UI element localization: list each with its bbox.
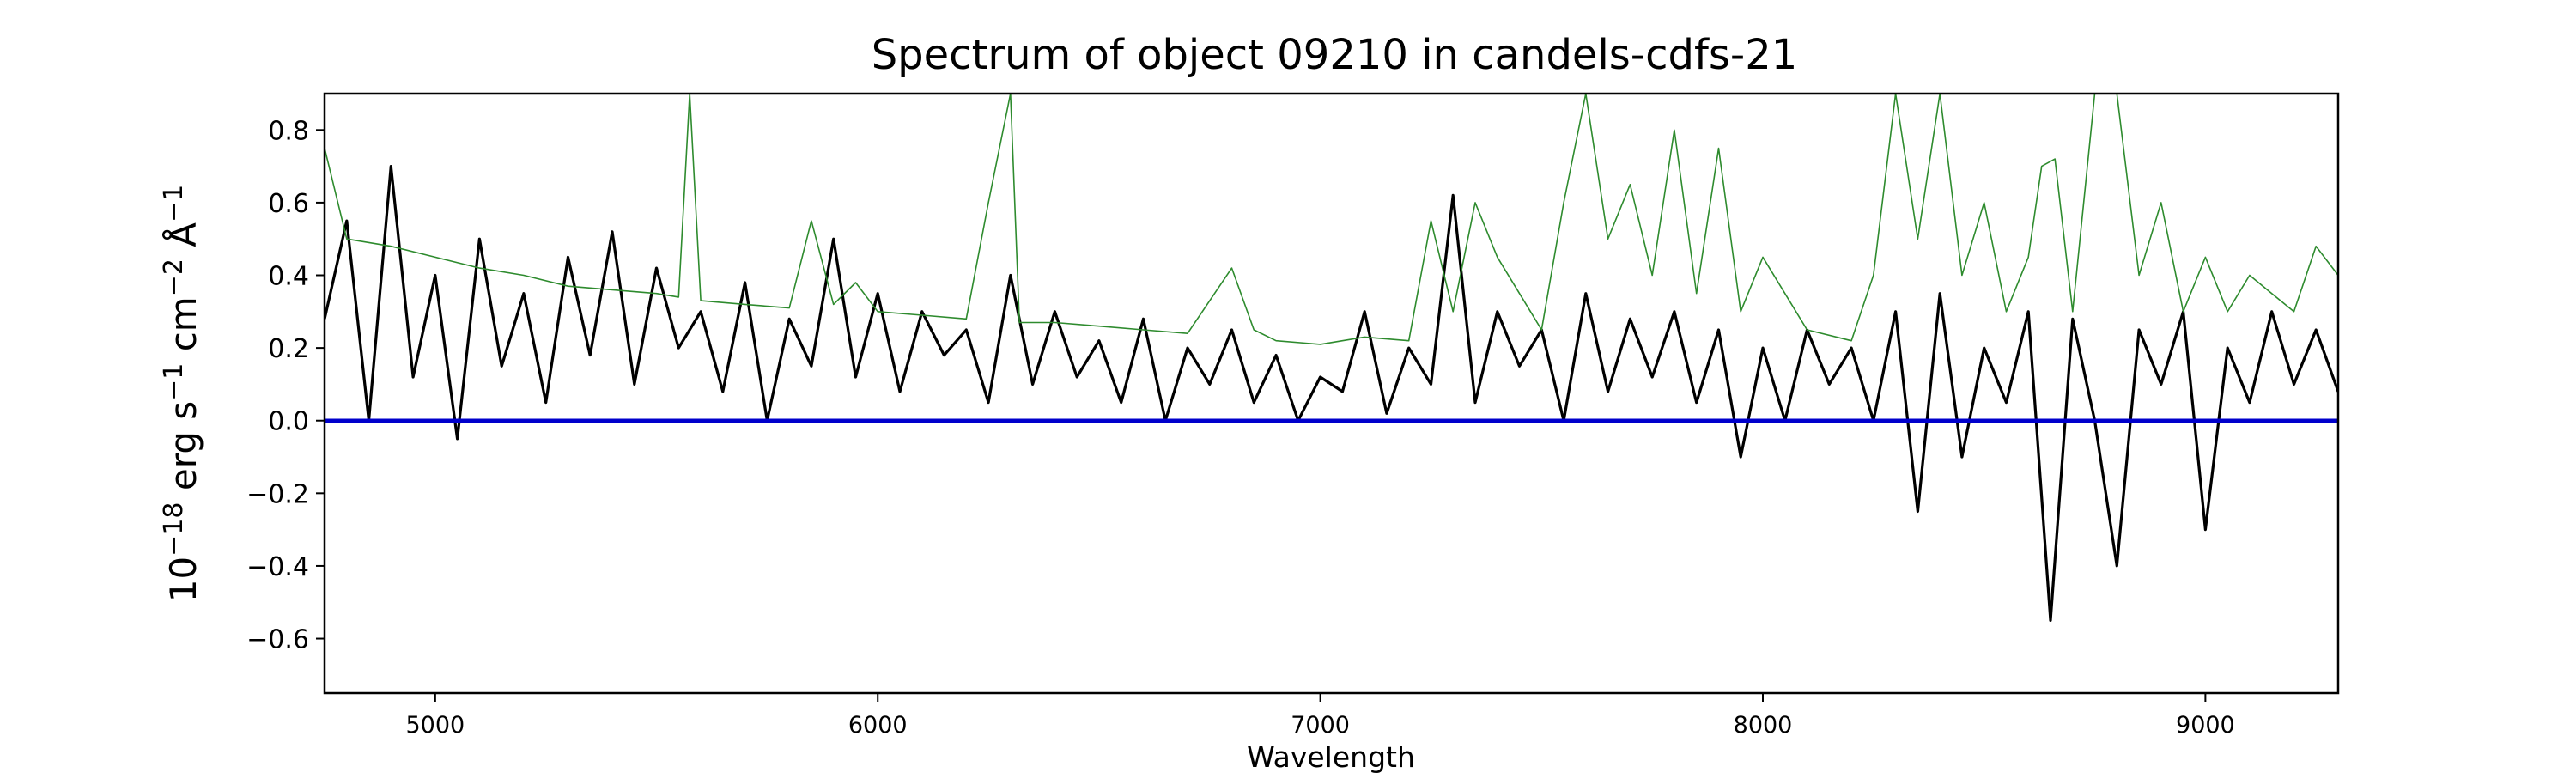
y-axis: −0.6 −0.4 −0.2 0.0 0.2 0.4 0.6 0.8: [246, 116, 325, 655]
y-tick-label-3: 0.0: [268, 407, 309, 437]
x-tick-label-7000: 7000: [1291, 712, 1350, 739]
series-line-2: [325, 94, 2338, 345]
x-tick-label-8000: 8000: [1734, 712, 1793, 739]
y-tick-label-4: 0.2: [268, 334, 309, 364]
plot-area: [323, 92, 2340, 695]
plot-frame: [323, 92, 2340, 695]
y-tick-label-7: 0.8: [268, 116, 309, 146]
y-label-unit2: cm: [162, 296, 204, 362]
x-tick-label-9000: 9000: [2176, 712, 2235, 739]
y-label-base: 10: [162, 557, 204, 602]
y-tick-label-5: 0.4: [268, 262, 309, 292]
chart-title: Spectrum of object 09210 in candels-cdfs…: [872, 31, 1798, 79]
y-tick-label-2: −0.2: [246, 479, 309, 509]
y-axis-label: 10−18 erg s−1 cm−2 Å−1: [159, 185, 204, 603]
y-label-exp4: −1: [159, 185, 189, 222]
y-label-exp2: −1: [159, 363, 189, 401]
y-tick-label-1: −0.4: [246, 552, 309, 582]
y-label-exp1: −18: [159, 502, 189, 557]
series-layer: [325, 94, 2338, 623]
y-label-unit1: erg s: [162, 401, 204, 502]
x-tick-label-5000: 5000: [405, 712, 465, 739]
y-tick-label-6: 0.6: [268, 189, 309, 219]
x-axis: 5000 6000 7000 8000 9000: [405, 693, 2235, 739]
y-label-exp3: −2: [159, 259, 189, 296]
x-tick-label-6000: 6000: [848, 712, 908, 739]
y-tick-label-0: −0.6: [246, 625, 309, 655]
y-label-unit3: Å: [161, 222, 204, 259]
x-axis-label: Wavelength: [1247, 740, 1415, 773]
series-line-1: [325, 165, 2338, 623]
